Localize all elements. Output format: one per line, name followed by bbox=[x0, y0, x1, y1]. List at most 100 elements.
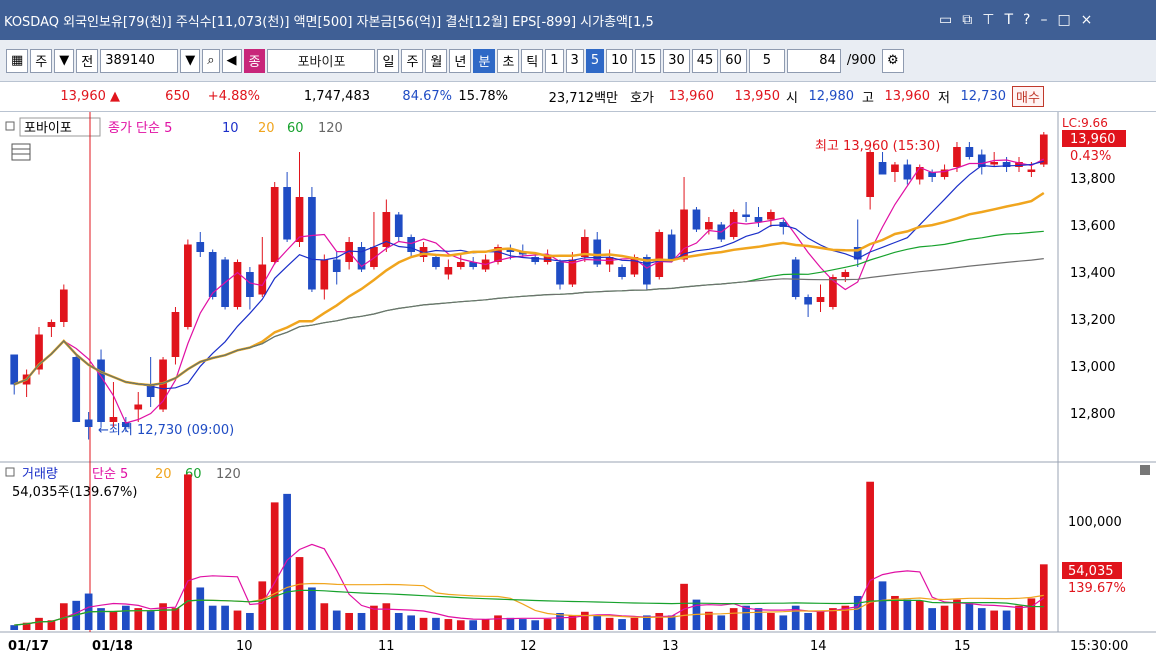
period-minute[interactable]: 분 bbox=[473, 48, 496, 73]
buy-button[interactable]: 매수 bbox=[1012, 86, 1044, 107]
candle bbox=[990, 162, 999, 165]
volume-bar bbox=[593, 615, 602, 630]
volume-tick-100000: 100,000 bbox=[1068, 515, 1122, 530]
layout-button[interactable]: ▦ bbox=[6, 48, 29, 73]
ask-price: 13,960 bbox=[668, 89, 715, 104]
minute-1[interactable]: 1 bbox=[545, 48, 564, 73]
candle bbox=[72, 357, 81, 422]
window-icon[interactable]: ⧉ bbox=[962, 12, 973, 28]
x-label-12: 12 bbox=[520, 639, 537, 654]
candle bbox=[593, 239, 602, 265]
volume-bar bbox=[233, 610, 242, 630]
scope-select[interactable]: 전 bbox=[76, 48, 99, 73]
type-dropdown-icon[interactable]: ▼ bbox=[54, 48, 75, 73]
volume-ma60-line bbox=[14, 589, 1044, 626]
volume-bar bbox=[469, 620, 478, 630]
volume-ma-title: 단순 5 bbox=[92, 467, 128, 482]
restore-icon[interactable]: ▭ bbox=[939, 12, 953, 28]
code-input[interactable]: 389140 bbox=[100, 48, 179, 73]
volume-bar bbox=[556, 612, 564, 630]
volume-bar bbox=[10, 625, 19, 630]
volume-bar bbox=[518, 619, 527, 630]
volume-bar bbox=[816, 610, 825, 630]
interval-input[interactable]: 5 bbox=[748, 48, 785, 73]
volume-bar bbox=[1015, 605, 1023, 630]
volume-bar bbox=[357, 612, 366, 630]
volume-bar bbox=[494, 615, 502, 630]
period-tick[interactable]: 틱 bbox=[521, 48, 544, 73]
period-second[interactable]: 초 bbox=[497, 48, 520, 73]
minute-3[interactable]: 3 bbox=[565, 48, 584, 73]
price-volume-chart[interactable]: 포바이포 종가 단순 5 10 20 60 120 거래량 단순 5 20 60… bbox=[0, 112, 1156, 659]
volume-bar bbox=[568, 615, 577, 630]
minute-15[interactable]: 15 bbox=[634, 48, 662, 73]
minute-60[interactable]: 60 bbox=[720, 48, 747, 73]
volume-axis: 100,000 54,035 139.67% bbox=[1062, 515, 1126, 596]
minute-30[interactable]: 30 bbox=[663, 48, 690, 73]
volume-bar bbox=[791, 605, 800, 630]
candle bbox=[283, 187, 291, 240]
volume-bar bbox=[940, 605, 949, 630]
type-select[interactable]: 주 bbox=[30, 48, 53, 73]
minute-10[interactable]: 10 bbox=[606, 48, 633, 73]
search-icon[interactable]: ⌕ bbox=[202, 48, 220, 73]
candle bbox=[754, 217, 763, 222]
volume-bar bbox=[717, 615, 726, 630]
count-input[interactable]: 84 bbox=[786, 48, 841, 73]
trade-amount: 23,712백만 bbox=[548, 91, 618, 106]
volume-bar bbox=[345, 612, 353, 630]
candle bbox=[184, 244, 192, 327]
volume-bar bbox=[779, 615, 788, 630]
period-year[interactable]: 년 bbox=[449, 48, 472, 73]
maximize-icon[interactable]: □ bbox=[1057, 12, 1071, 28]
candle bbox=[35, 334, 43, 370]
period-week[interactable]: 주 bbox=[401, 48, 424, 73]
candle bbox=[357, 247, 366, 270]
volume-bar bbox=[184, 474, 192, 630]
candle bbox=[84, 419, 93, 427]
ma5-line bbox=[13, 158, 1045, 424]
close-icon[interactable]: × bbox=[1080, 12, 1093, 28]
panel-close-icon[interactable] bbox=[1140, 465, 1150, 475]
volume-bar bbox=[109, 611, 118, 630]
candle bbox=[233, 262, 242, 307]
candle bbox=[841, 272, 850, 277]
help-icon[interactable]: ? bbox=[1023, 12, 1031, 28]
minimize-icon[interactable]: – bbox=[1040, 12, 1048, 28]
quote-bar: 13,960 ▲ 650 +4.88% 1,747,483 84.67% 15.… bbox=[0, 82, 1156, 112]
volume-bar bbox=[134, 608, 143, 630]
settings-icon[interactable]: ⚙ bbox=[882, 48, 904, 73]
volume-ma5-line bbox=[14, 543, 1045, 626]
last-price-label: 13,960 bbox=[1070, 132, 1116, 147]
last-volume-label: 54,035 bbox=[1068, 564, 1114, 579]
volume-bar bbox=[580, 611, 589, 630]
price-tick-12800: 12,800 bbox=[1070, 407, 1116, 422]
minute-5[interactable]: 5 bbox=[585, 48, 605, 73]
speaker-icon[interactable]: ◀ bbox=[221, 48, 242, 73]
x-label-14: 14 bbox=[810, 639, 827, 654]
volume-bar bbox=[1027, 598, 1036, 630]
volume-bar bbox=[829, 608, 837, 630]
ma-120-label: 120 bbox=[318, 121, 343, 136]
volume-bar bbox=[246, 612, 254, 630]
volume-bar bbox=[35, 617, 43, 630]
code-dropdown-icon[interactable]: ▼ bbox=[180, 48, 201, 73]
font-icon[interactable]: T bbox=[1004, 12, 1013, 28]
period-day[interactable]: 일 bbox=[377, 48, 400, 73]
chart-toolbar: ▦ 주 ▼ 전 389140 ▼ ⌕ ◀ 종 포바이포 일 주 월 년 분 초 … bbox=[0, 40, 1156, 82]
minute-45[interactable]: 45 bbox=[691, 48, 719, 73]
period-month[interactable]: 월 bbox=[425, 48, 448, 73]
volume-bar bbox=[382, 603, 391, 630]
volume-ma-120: 120 bbox=[216, 467, 241, 482]
candle bbox=[47, 322, 56, 327]
candle bbox=[308, 197, 316, 290]
candle bbox=[965, 147, 974, 157]
candle bbox=[977, 154, 986, 167]
table-icon[interactable] bbox=[11, 143, 31, 161]
pin-icon[interactable]: ⊤ bbox=[982, 12, 995, 28]
volume-bar bbox=[97, 608, 105, 630]
candle bbox=[543, 254, 552, 262]
candle bbox=[208, 252, 217, 297]
price-tick-13800: 13,800 bbox=[1070, 172, 1116, 187]
stock-label-box bbox=[19, 117, 101, 137]
